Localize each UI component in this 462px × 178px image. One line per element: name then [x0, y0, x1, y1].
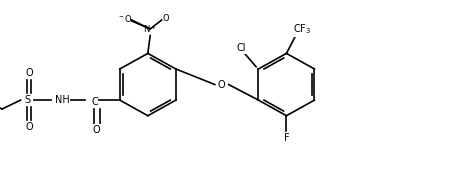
Text: O: O — [25, 68, 33, 78]
Text: O: O — [218, 80, 225, 90]
Text: O: O — [93, 125, 101, 135]
Text: S: S — [24, 95, 30, 105]
Text: O: O — [25, 122, 33, 132]
Text: NH: NH — [55, 95, 69, 105]
Text: Cl: Cl — [236, 43, 246, 53]
Text: C: C — [91, 97, 98, 107]
Text: CF$_3$: CF$_3$ — [293, 22, 312, 36]
Text: F: F — [284, 133, 289, 143]
Text: N$^+$: N$^+$ — [143, 23, 157, 35]
Text: $^-$O: $^-$O — [117, 13, 133, 24]
Text: O: O — [162, 14, 169, 23]
